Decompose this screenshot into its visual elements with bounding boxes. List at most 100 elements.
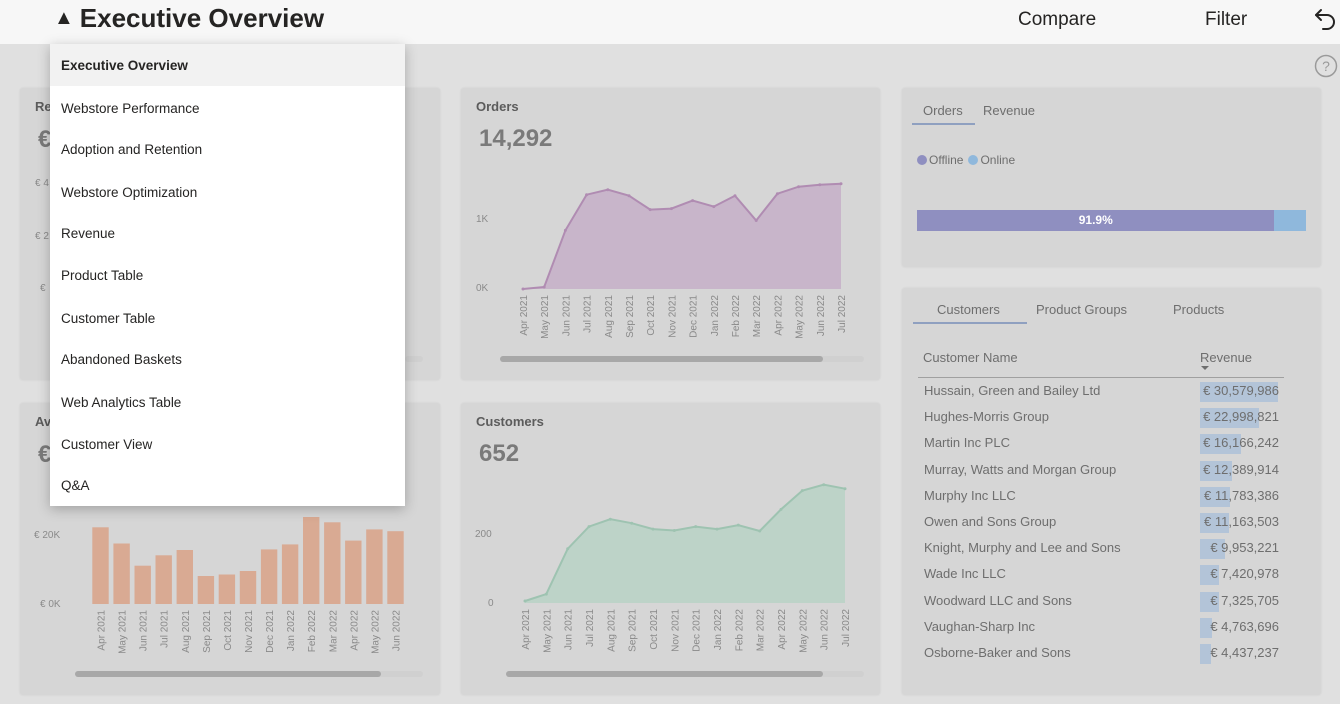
orders-data-point[interactable] bbox=[797, 185, 801, 189]
column-header-customer-name[interactable]: Customer Name bbox=[923, 350, 1018, 365]
revenue-scrollbar[interactable] bbox=[405, 356, 423, 362]
avg-bar[interactable] bbox=[239, 571, 257, 604]
avg-bar[interactable] bbox=[197, 576, 215, 604]
avg-scrollbar-thumb[interactable] bbox=[75, 671, 381, 677]
avg-bar[interactable] bbox=[366, 529, 383, 604]
revenue-kpi: € bbox=[38, 126, 52, 153]
undo-arrow-icon[interactable] bbox=[1313, 6, 1337, 32]
legend-label-offline[interactable]: Offline bbox=[929, 153, 964, 167]
dropdown-item-customer-view[interactable]: Customer View bbox=[61, 437, 153, 452]
orders-scrollbar[interactable] bbox=[500, 356, 864, 362]
orders-data-point[interactable] bbox=[585, 193, 589, 197]
orders-data-point[interactable] bbox=[627, 194, 631, 198]
orders-data-point[interactable] bbox=[691, 199, 695, 203]
tab-revenue[interactable]: Revenue bbox=[983, 103, 1036, 118]
orders-data-point[interactable] bbox=[606, 188, 610, 192]
table-row[interactable]: Osborne-Baker and Sons € 4,437,237 bbox=[918, 641, 1284, 667]
customers-data-point[interactable] bbox=[843, 487, 847, 491]
avg-bar[interactable] bbox=[324, 522, 341, 604]
orders-data-point[interactable] bbox=[839, 182, 843, 186]
customers-scrollbar-thumb[interactable] bbox=[506, 671, 823, 677]
table-row[interactable]: Hughes-Morris Group € 22,998,821 bbox=[918, 405, 1284, 431]
table-row[interactable]: Owen and Sons Group € 11,163,503 bbox=[918, 510, 1284, 536]
table-row[interactable]: Vaughan-Sharp Inc € 4,763,696 bbox=[918, 615, 1284, 641]
orders-data-point[interactable] bbox=[712, 205, 716, 209]
dropdown-item-adoption-and-retention[interactable]: Adoption and Retention bbox=[61, 142, 203, 157]
orders-area-fill bbox=[523, 183, 841, 289]
avg-bar[interactable] bbox=[281, 544, 299, 604]
avg-bar[interactable] bbox=[387, 531, 404, 604]
orders-card: Orders 14,292 1K 0K Apr 2021 May 2021 Jun … bbox=[461, 88, 880, 380]
dropdown-item-product-table[interactable]: Product Table bbox=[61, 268, 144, 283]
avg-scrollbar[interactable] bbox=[75, 671, 423, 677]
dropdown-item-revenue[interactable]: Revenue bbox=[61, 226, 116, 241]
avg-bar[interactable] bbox=[303, 517, 320, 604]
customers-data-point[interactable] bbox=[800, 489, 804, 493]
orders-data-point[interactable] bbox=[648, 208, 652, 212]
table-row[interactable]: Woodward LLC and Sons € 7,325,705 bbox=[918, 589, 1284, 615]
filter-button[interactable]: Filter bbox=[1205, 9, 1248, 30]
customers-data-point[interactable] bbox=[651, 527, 655, 531]
dropdown-item-webstore-performance[interactable]: Webstore Performance bbox=[61, 101, 200, 116]
customers-data-point[interactable] bbox=[736, 523, 740, 527]
orders-data-point[interactable] bbox=[818, 183, 822, 187]
customers-data-point[interactable] bbox=[608, 517, 612, 521]
avg-bar[interactable] bbox=[134, 565, 151, 604]
dropdown-item-qa[interactable]: Q&A bbox=[61, 478, 90, 493]
question-circle-icon[interactable]: ? bbox=[1314, 54, 1338, 78]
avg-bar[interactable] bbox=[176, 550, 193, 604]
avg-bar[interactable] bbox=[113, 543, 130, 605]
orders-data-point[interactable] bbox=[542, 285, 546, 289]
customer-name-cell: Osborne-Baker and Sons bbox=[924, 645, 1071, 660]
customers-data-point[interactable] bbox=[715, 527, 719, 531]
orders-data-point[interactable] bbox=[754, 219, 758, 222]
compare-button[interactable]: Compare bbox=[1018, 9, 1097, 30]
customers-data-point[interactable] bbox=[630, 521, 634, 525]
dropdown-item-abandoned-baskets[interactable]: Abandoned Baskets bbox=[61, 352, 182, 367]
avg-bar[interactable] bbox=[345, 540, 362, 604]
customers-data-point[interactable] bbox=[779, 507, 783, 511]
orders-data-point[interactable] bbox=[521, 287, 525, 291]
table-row[interactable]: Murray, Watts and Morgan Group € 12,389,9… bbox=[918, 458, 1284, 484]
avg-bar[interactable] bbox=[92, 527, 109, 604]
dropdown-item-executive-overview[interactable]: Executive Overview bbox=[50, 44, 405, 86]
offline-bar-segment[interactable]: 91.9% bbox=[917, 210, 1275, 231]
customers-scrollbar[interactable] bbox=[506, 671, 864, 677]
table-row[interactable]: Knight, Murphy and Lee and Sons € 9,953,2… bbox=[918, 536, 1284, 562]
customers-data-point[interactable] bbox=[694, 525, 698, 529]
customers-data-point[interactable] bbox=[587, 525, 591, 529]
orders-data-point[interactable] bbox=[733, 194, 737, 198]
customer-name-cell: Wade Inc LLC bbox=[924, 566, 1006, 582]
orders-data-point[interactable] bbox=[669, 207, 673, 211]
avg-bar[interactable] bbox=[218, 574, 236, 605]
column-header-revenue[interactable]: Revenue bbox=[1200, 350, 1253, 365]
page-selector[interactable]: ▲ Executive Overview bbox=[54, 2, 324, 34]
avg-bar[interactable] bbox=[155, 555, 172, 604]
dropdown-item-webstore-optimization[interactable]: Webstore Optimization bbox=[61, 185, 198, 200]
customers-data-point[interactable] bbox=[758, 529, 762, 533]
dropdown-item-web-analytics-table[interactable]: Web Analytics Table bbox=[61, 395, 182, 410]
dropdown-item-customer-table[interactable]: Customer Table bbox=[61, 311, 156, 326]
customers-data-point[interactable] bbox=[672, 529, 676, 532]
table-row[interactable]: Murphy Inc LLC € 11,783,386 bbox=[918, 484, 1284, 510]
avg-x-tick-label: Feb 2022 bbox=[307, 610, 318, 653]
orders-data-point[interactable] bbox=[563, 228, 567, 232]
table-row[interactable]: Wade Inc LLC € 7,420,978 bbox=[918, 562, 1284, 588]
orders-area-chart: Apr 2021 May 2021 Jun 2021 Jul 2021 Aug 2021… bbox=[519, 182, 848, 339]
customers-x-tick-label: Oct 2021 bbox=[649, 609, 660, 650]
tab-orders[interactable]: Orders bbox=[923, 103, 963, 118]
customers-data-point[interactable] bbox=[822, 483, 826, 487]
avg-bar[interactable] bbox=[260, 549, 278, 604]
tab-product-groups[interactable]: Product Groups bbox=[1036, 302, 1128, 317]
customers-data-point[interactable] bbox=[544, 592, 548, 596]
customers-data-point[interactable] bbox=[566, 547, 570, 551]
tab-customers[interactable]: Customers bbox=[937, 302, 1000, 317]
table-row[interactable]: Martin Inc PLC € 16,166,242 bbox=[918, 431, 1284, 457]
orders-scrollbar-thumb[interactable] bbox=[500, 356, 823, 362]
customers-data-point[interactable] bbox=[523, 599, 527, 603]
avg-x-tick-label: Aug 2021 bbox=[181, 610, 192, 653]
orders-data-point[interactable] bbox=[775, 192, 779, 196]
table-row[interactable]: Hussain, Green and Bailey Ltd € 30,579,98… bbox=[918, 379, 1284, 405]
tab-products[interactable]: Products bbox=[1173, 302, 1225, 317]
legend-label-online[interactable]: Online bbox=[980, 153, 1016, 167]
